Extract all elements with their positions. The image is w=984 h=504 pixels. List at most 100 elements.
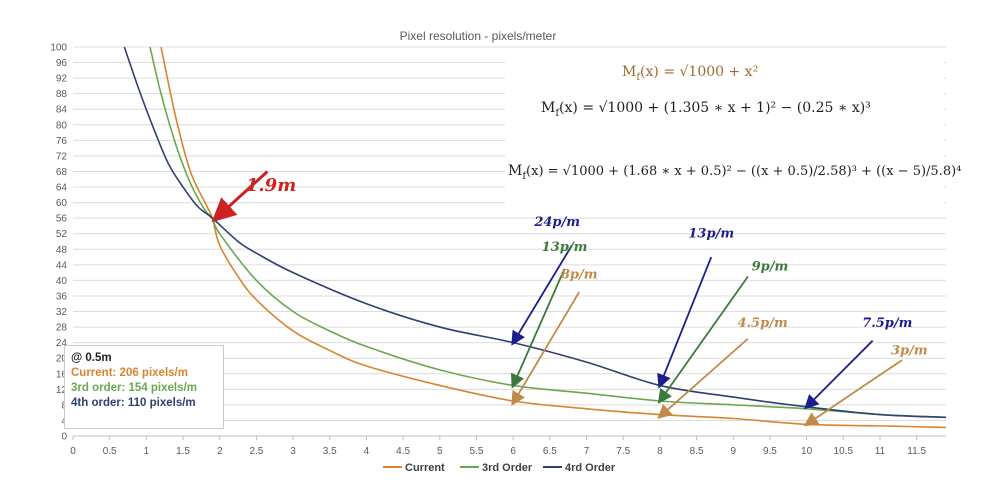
- x-tick-label-0.5: 0.5: [103, 446, 117, 457]
- x-tick-label-3.5: 3.5: [323, 446, 337, 457]
- annotation-arrow-7: [804, 340, 874, 410]
- axis-layer: 0481216202428323640444852566064687276808…: [50, 43, 946, 457]
- x-tick-label-10: 10: [801, 446, 813, 457]
- annotation-arrow-4: [657, 256, 713, 389]
- svg-text:Mf(x) = √1000 + x²: Mf(x) = √1000 + x²: [622, 64, 758, 83]
- y-tick-label-12: 12: [56, 385, 68, 396]
- info-box: @ 0.5m Current: 206 pixels/m 3rd order: …: [64, 345, 224, 429]
- legend-label-current: Current: [405, 462, 445, 474]
- series-line-current: [160, 46, 947, 429]
- y-tick-label-48: 48: [56, 245, 68, 256]
- info-third-order: 3rd order: 154 pixels/m: [71, 382, 197, 394]
- formula-2-sub: f: [555, 108, 560, 119]
- info-current: Current: 206 pixels/m: [71, 367, 188, 379]
- x-tick-label-5.5: 5.5: [470, 446, 484, 457]
- x-tick-label-2.5: 2.5: [249, 446, 263, 457]
- annotation-label-4: 13p/m: [688, 227, 734, 242]
- y-tick-label-60: 60: [56, 198, 68, 209]
- x-tick-label-2: 2: [217, 446, 223, 457]
- x-tick-label-4: 4: [364, 446, 370, 457]
- annotation-arrow-1: [511, 244, 573, 346]
- x-tick-label-4.5: 4.5: [396, 446, 410, 457]
- annotation-label-7: 7.5p/m: [862, 316, 912, 331]
- annotation-label-8: 3p/m: [891, 343, 928, 358]
- y-tick-label-84: 84: [56, 105, 68, 116]
- y-tick-label-36: 36: [56, 291, 68, 302]
- formula-panel: Mf(x) = √1000 + x² Mf(x) = √1000 + (1.30…: [505, 55, 961, 205]
- x-tick-label-11.5: 11.5: [907, 446, 926, 457]
- y-tick-label-76: 76: [56, 136, 68, 147]
- legend: Current 3rd Order 4rd Order: [383, 462, 616, 474]
- x-tick-label-7.5: 7.5: [616, 446, 630, 457]
- formula-3-body: (x) = √1000 + (1.68 ∗ x + 0.5)² − ((x + …: [526, 164, 961, 179]
- x-tick-label-6: 6: [510, 446, 516, 457]
- formula-1-body: (x) = √1000 + x²: [640, 64, 758, 80]
- y-tick-label-28: 28: [56, 323, 68, 334]
- x-tick-label-1: 1: [144, 446, 150, 457]
- x-tick-label-8: 8: [657, 446, 663, 457]
- y-tick-label-80: 80: [56, 120, 68, 131]
- formula-3: Mf(x) = √1000 + (1.68 ∗ x + 0.5)² − ((x …: [508, 163, 961, 182]
- formula-3-sub: f: [522, 171, 527, 182]
- svg-text:Mf(x) = √1000 + (1.305 ∗ x + 1: Mf(x) = √1000 + (1.305 ∗ x + 1)² − (0.25…: [541, 100, 871, 119]
- info-heading: @ 0.5m: [71, 352, 112, 364]
- legend-label-fourth: 4rd Order: [565, 462, 616, 474]
- x-tick-label-3: 3: [290, 446, 296, 457]
- x-tick-label-8.5: 8.5: [690, 446, 704, 457]
- y-tick-label-96: 96: [56, 58, 68, 69]
- annotation-label-6: 4.5p/m: [737, 316, 787, 331]
- y-tick-label-56: 56: [56, 214, 68, 225]
- x-tick-label-0: 0: [70, 446, 76, 457]
- series-line-4rd-order: [123, 46, 947, 419]
- formula-1-sub: f: [636, 72, 641, 83]
- x-tick-label-9.5: 9.5: [763, 446, 777, 457]
- y-tick-label-24: 24: [56, 338, 68, 349]
- annotation-layer: 1.9m 24p/m 13p/m 8p/m 13p/m 9p/m 4.5p/m 7.5p/m 3…: [211, 170, 928, 427]
- formula-3-m: M: [508, 163, 522, 179]
- x-tick-label-5: 5: [437, 446, 443, 457]
- y-tick-label-72: 72: [56, 151, 68, 162]
- formula-1-m: M: [622, 64, 636, 80]
- y-tick-label-32: 32: [56, 307, 68, 318]
- annotation-label-1: 24p/m: [533, 215, 580, 230]
- formula-background: [505, 55, 944, 205]
- y-tick-label-0: 0: [61, 432, 67, 443]
- formula-2-m: M: [541, 100, 555, 116]
- y-tick-label-16: 16: [56, 369, 68, 380]
- formula-2-body: (x) = √1000 + (1.305 ∗ x + 1)² − (0.25 ∗…: [559, 100, 871, 116]
- x-tick-label-9: 9: [730, 446, 736, 457]
- svg-text:Mf(x) = √1000 + (1.68 ∗ x + 0.: Mf(x) = √1000 + (1.68 ∗ x + 0.5)² − ((x …: [508, 163, 961, 182]
- series-layer: [123, 46, 947, 429]
- x-tick-label-10.5: 10.5: [834, 446, 854, 457]
- annotation-arrow-5: [657, 275, 749, 404]
- x-tick-label-1.5: 1.5: [176, 446, 190, 457]
- x-tick-label-6.5: 6.5: [543, 446, 557, 457]
- y-tick-label-92: 92: [56, 74, 68, 85]
- y-tick-label-64: 64: [56, 183, 68, 194]
- annotation-arrow-0: [211, 170, 269, 223]
- annotation-label-5: 9p/m: [752, 260, 789, 275]
- y-tick-label-40: 40: [56, 276, 68, 287]
- series-line-3rd-order: [149, 46, 947, 419]
- chart-title: Pixel resolution - pixels/meter: [400, 29, 557, 43]
- x-tick-label-11: 11: [875, 446, 886, 457]
- annotation-arrow-8: [803, 359, 903, 427]
- annotation-label-2: 13p/m: [542, 240, 588, 255]
- annotation-arrow-2: [510, 268, 566, 389]
- y-tick-label-68: 68: [56, 167, 68, 178]
- formula-2: Mf(x) = √1000 + (1.305 ∗ x + 1)² − (0.25…: [541, 100, 871, 119]
- y-tick-label-100: 100: [50, 43, 67, 54]
- y-tick-label-88: 88: [56, 89, 68, 100]
- annotation-arrow-6: [657, 338, 749, 419]
- annotation-arrow-3: [511, 291, 580, 407]
- y-tick-label-52: 52: [56, 229, 68, 240]
- info-fourth-order: 4th order: 110 pixels/m: [71, 397, 196, 409]
- annotation-label-0: 1.9m: [246, 175, 296, 196]
- y-tick-label-44: 44: [56, 260, 68, 271]
- annotation-label-3: 8p/m: [561, 267, 598, 282]
- y-tick-label-20: 20: [56, 354, 68, 365]
- formula-1: Mf(x) = √1000 + x²: [622, 64, 758, 83]
- x-tick-label-7: 7: [584, 446, 590, 457]
- legend-label-third: 3rd Order: [482, 462, 533, 474]
